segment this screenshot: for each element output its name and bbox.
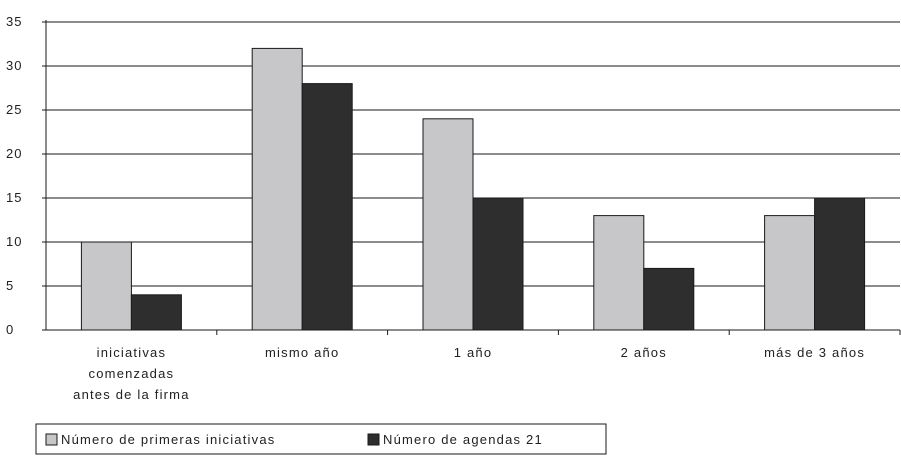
bar-agendas-21-1 (301, 83, 353, 331)
bar-agendas-21-2 (472, 197, 524, 331)
bar-primeras-iniciativas-2 (422, 118, 474, 331)
y-tick-label-15: 15 (6, 190, 22, 205)
axis-labels: 0 5 10 15 20 25 30 35 iniciativas comenzadas antes… (6, 14, 865, 402)
bar-agendas-21-4 (814, 197, 866, 331)
legend-swatch-1 (367, 433, 380, 446)
bar-primeras-iniciativas-1 (251, 47, 303, 331)
legend-box (35, 423, 607, 455)
bar-primeras-iniciativas-4 (764, 215, 816, 331)
legend-swatch-0 (45, 433, 58, 446)
x-tick-label-0-2: antes de la firma (73, 387, 190, 402)
legend-label-0: Número de primeras iniciativas (61, 432, 275, 447)
bar-primeras-iniciativas-3 (593, 215, 645, 331)
x-tick-label-0-0: iniciativas (97, 345, 167, 360)
y-tick-label-20: 20 (6, 146, 22, 161)
bar-agendas-21-3 (643, 267, 695, 331)
bars (80, 47, 866, 331)
x-tick-label-2-0: 1 año (454, 345, 493, 360)
y-tick-label-35: 35 (6, 14, 22, 29)
x-tick-label-0-1: comenzadas (89, 366, 175, 381)
bar-primeras-iniciativas-0 (80, 241, 132, 331)
legend: Número de primeras iniciativas Número de … (35, 423, 607, 455)
y-tick-label-30: 30 (6, 58, 22, 73)
x-tick-label-1-0: mismo año (265, 345, 339, 360)
axes (42, 20, 901, 335)
x-tick-label-3-0: 2 años (621, 345, 667, 360)
y-tick-label-10: 10 (6, 234, 22, 249)
x-tick-label-4-0: más de 3 años (764, 345, 865, 360)
y-tick-label-25: 25 (6, 102, 22, 117)
y-tick-label-5: 5 (6, 278, 14, 293)
bar-agendas-21-0 (130, 294, 182, 331)
legend-label-1: Número de agendas 21 (383, 432, 543, 447)
y-tick-label-0: 0 (6, 322, 14, 337)
